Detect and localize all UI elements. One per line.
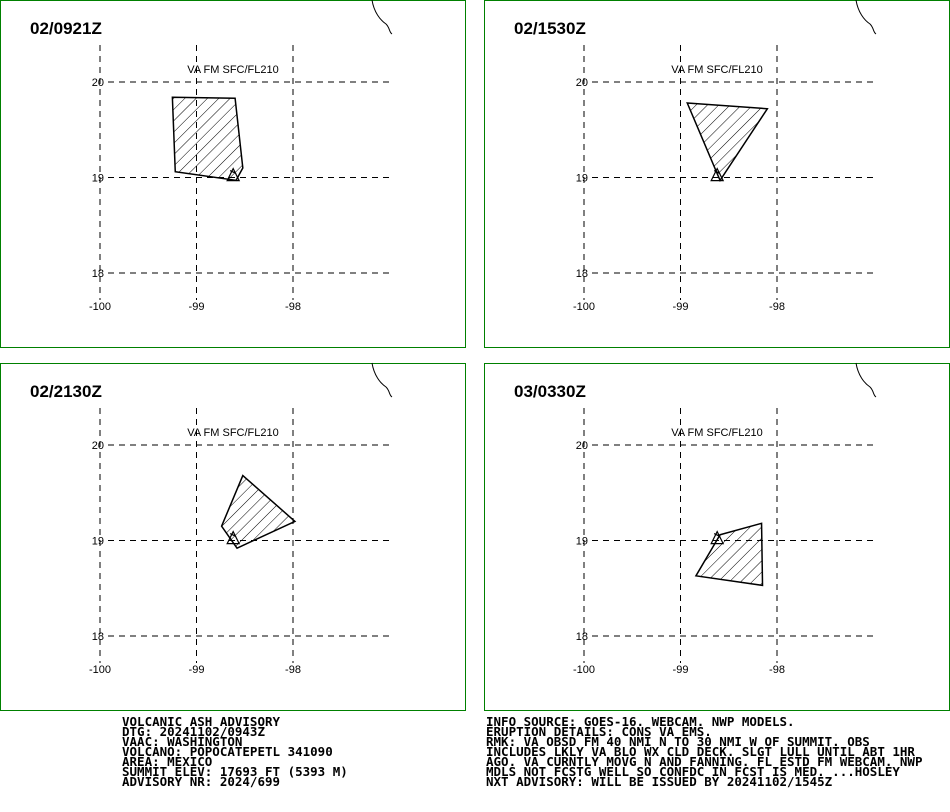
advisory-line: INFO SOURCE: GOES-16. WEBCAM. NWP MODELS… — [486, 714, 795, 729]
advisory-line: ADVISORY NR: 2024/699 — [122, 774, 280, 789]
valid-time: 02/2130Z — [30, 382, 102, 401]
lat-label: 20 — [576, 440, 588, 452]
ash-level: VA FM SFC/FL210 — [187, 427, 279, 439]
advisory-line: VOLCANO: POPOCATEPETL 341090 — [122, 744, 333, 759]
valid-time: 02/0921Z — [30, 19, 102, 38]
advisory-line: AREA: MEXICO — [122, 754, 212, 769]
map-panel: 18 19 20 -100 -99 -98 02/2130Z VA FM SFC/FL210 — [0, 362, 466, 711]
advisory-line: INCLUDES LKLY VA BLO WX CLD DECK. SLGT L… — [486, 744, 915, 759]
advisory-line: ERUPTION DETAILS: CONS VA EMS. — [486, 724, 712, 739]
lon-label: -98 — [285, 664, 301, 676]
lon-label: -99 — [189, 664, 205, 676]
lon-label: -98 — [769, 664, 785, 676]
ash-level: VA FM SFC/FL210 — [671, 64, 763, 76]
lat-label: 19 — [92, 173, 104, 185]
coastline — [371, 362, 393, 398]
ash-polygon — [686, 102, 769, 182]
map-panel: 18 19 20 -100 -99 -98 02/0921Z VA FM SFC/FL210 — [0, 0, 466, 348]
advisory-line: SUMMIT ELEV: 17693 FT (5393 M) — [122, 764, 348, 779]
lat-label: 19 — [576, 536, 588, 548]
volcano-symbol — [226, 530, 241, 545]
lat-label: 18 — [576, 268, 588, 280]
advisory-line: MDLS NOT FCSTG WELL SO CONFDC IN FCST IS… — [486, 764, 900, 779]
lon-label: -99 — [673, 301, 689, 313]
map-panel: 18 19 20 -100 -99 -98 03/0330Z VA FM SFC/FL210 — [484, 362, 950, 711]
volcano-symbol — [226, 167, 241, 182]
lon-label: -100 — [89, 301, 111, 313]
lon-label: -100 — [89, 664, 111, 676]
ash-polygon — [171, 96, 244, 182]
coastline — [855, 362, 877, 398]
lon-label: -98 — [285, 301, 301, 313]
map-panel: 18 19 20 -100 -99 -98 02/1530Z VA FM SFC/FL210 — [484, 0, 950, 348]
lat-label: 20 — [576, 77, 588, 89]
panel-frame — [0, 0, 466, 348]
lon-label: -99 — [673, 664, 689, 676]
lat-label: 19 — [576, 173, 588, 185]
coastline — [855, 0, 877, 35]
lon-label: -99 — [189, 301, 205, 313]
lat-label: 20 — [92, 440, 104, 452]
lat-label: 19 — [92, 536, 104, 548]
ash-level: VA FM SFC/FL210 — [671, 427, 763, 439]
panel-frame — [0, 363, 466, 711]
volcano-symbol — [710, 167, 725, 182]
lon-label: -100 — [573, 664, 595, 676]
ash-polygon — [694, 522, 764, 587]
ash-level: VA FM SFC/FL210 — [187, 64, 279, 76]
ash-polygon — [220, 474, 297, 550]
advisory-line: RMK: VA OBSD FM 40 NMI N TO 30 NMI W OF … — [486, 734, 870, 749]
advisory-line: VOLCANIC ASH ADVISORY — [122, 714, 281, 729]
valid-time: 03/0330Z — [514, 382, 586, 401]
lon-label: -98 — [769, 301, 785, 313]
coastline — [371, 0, 393, 35]
valid-time: 02/1530Z — [514, 19, 586, 38]
lat-label: 18 — [92, 268, 104, 280]
lat-label: 18 — [92, 631, 104, 643]
volcano-symbol — [710, 530, 725, 545]
lat-label: 20 — [92, 77, 104, 89]
panel-frame — [484, 363, 950, 711]
advisory-line: NXT ADVISORY: WILL BE ISSUED BY 20241102… — [486, 774, 833, 789]
lon-label: -100 — [573, 301, 595, 313]
advisory-line: AGO. VA CURNTLY MOVG N AND FANNING. FL E… — [486, 754, 923, 769]
lat-label: 18 — [576, 631, 588, 643]
advisory-line: VAAC: WASHINGTON — [122, 734, 242, 749]
advisory-line: DTG: 20241102/0943Z — [122, 724, 265, 739]
